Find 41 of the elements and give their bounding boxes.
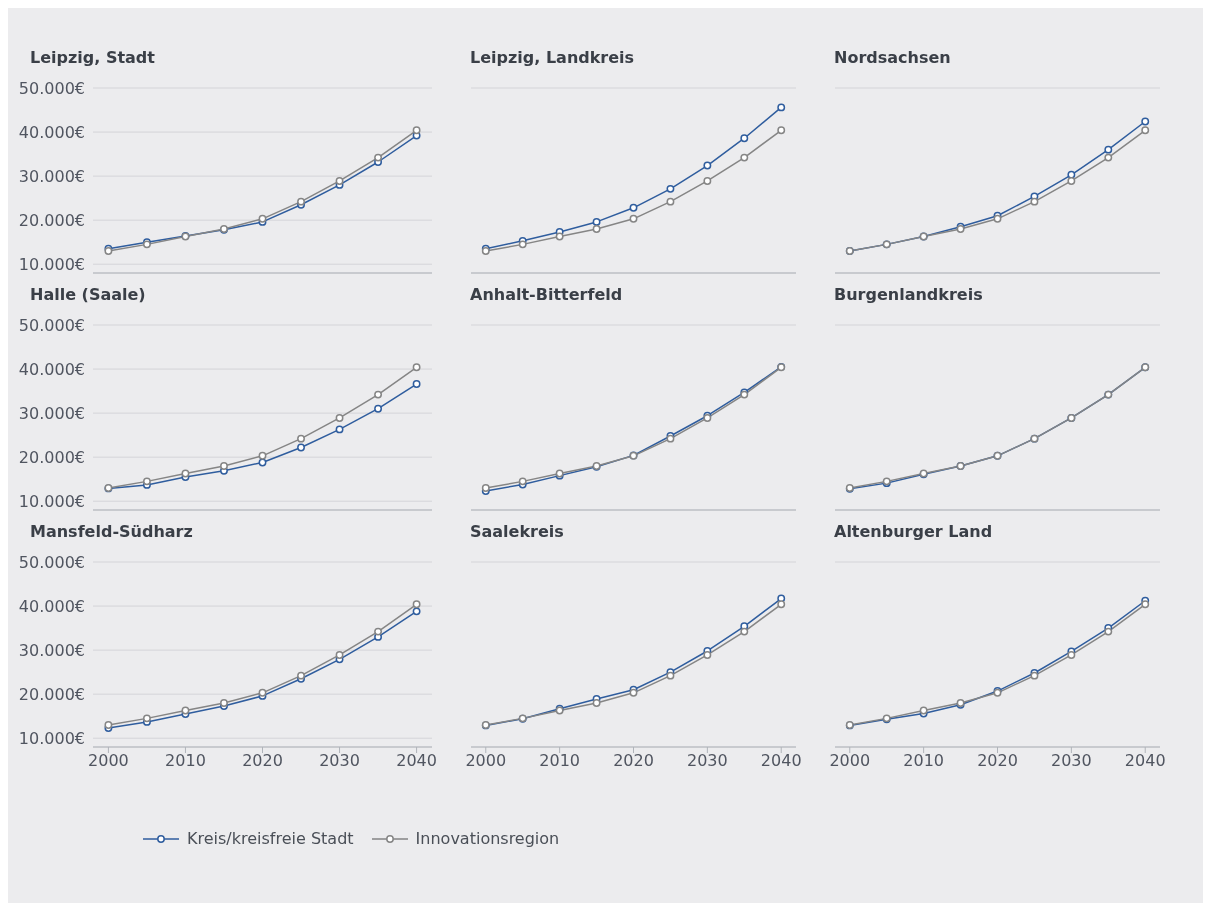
x-tick-label: 2040 bbox=[760, 751, 802, 771]
y-tick-label: 30.000€ bbox=[18, 403, 85, 423]
chart-title: Mansfeld-Südharz bbox=[29, 521, 194, 543]
y-tick-label: 20.000€ bbox=[18, 684, 85, 704]
chart-title: Burgenlandkreis bbox=[833, 284, 984, 306]
x-tick-label: 2030 bbox=[687, 751, 728, 771]
x-tick-label: 2010 bbox=[165, 751, 206, 771]
x-tick-label: 2000 bbox=[465, 751, 507, 771]
y-tick-label: 50.000€ bbox=[18, 315, 85, 335]
x-tick-label: 2000 bbox=[829, 751, 871, 771]
y-tick-label: 50.000€ bbox=[18, 552, 85, 572]
y-tick-label: 10.000€ bbox=[18, 491, 85, 511]
x-tick-label: 2020 bbox=[977, 751, 1018, 771]
legend-label: Kreis/kreisfreie Stadt bbox=[187, 829, 354, 848]
y-tick-label: 40.000€ bbox=[18, 359, 85, 379]
x-tick-label: 2020 bbox=[242, 751, 283, 771]
y-tick-label: 20.000€ bbox=[18, 447, 85, 467]
y-tick-label: 30.000€ bbox=[18, 166, 85, 186]
x-tick-label: 2040 bbox=[1124, 751, 1166, 771]
y-tick-label: 30.000€ bbox=[18, 640, 85, 660]
y-tick-label: 50.000€ bbox=[18, 78, 85, 98]
x-tick-label: 2040 bbox=[396, 751, 437, 771]
y-tick-label: 40.000€ bbox=[18, 122, 85, 142]
x-tick-label: 2000 bbox=[88, 751, 129, 771]
y-tick-label: 10.000€ bbox=[18, 254, 85, 274]
y-tick-label: 20.000€ bbox=[18, 210, 85, 230]
chart-title: Anhalt-Bitterfeld bbox=[469, 284, 624, 306]
legend-label: Innovationsregion bbox=[415, 829, 560, 848]
chart-title: Leipzig, Landkreis bbox=[469, 47, 636, 69]
chart-title: Leipzig, Stadt bbox=[29, 47, 156, 69]
chart-title: Nordsachsen bbox=[833, 47, 952, 69]
x-tick-label: 2010 bbox=[539, 751, 580, 771]
chart-title: Saalekreis bbox=[469, 521, 565, 543]
y-tick-label: 40.000€ bbox=[18, 596, 85, 616]
chart-title: Halle (Saale) bbox=[29, 284, 147, 306]
x-tick-label: 2010 bbox=[903, 751, 944, 771]
chart-title: Altenburger Land bbox=[833, 521, 994, 543]
x-tick-label: 2020 bbox=[613, 751, 654, 771]
y-tick-label: 10.000€ bbox=[18, 728, 85, 748]
x-tick-label: 2030 bbox=[1051, 751, 1092, 771]
x-tick-label: 2030 bbox=[319, 751, 360, 771]
